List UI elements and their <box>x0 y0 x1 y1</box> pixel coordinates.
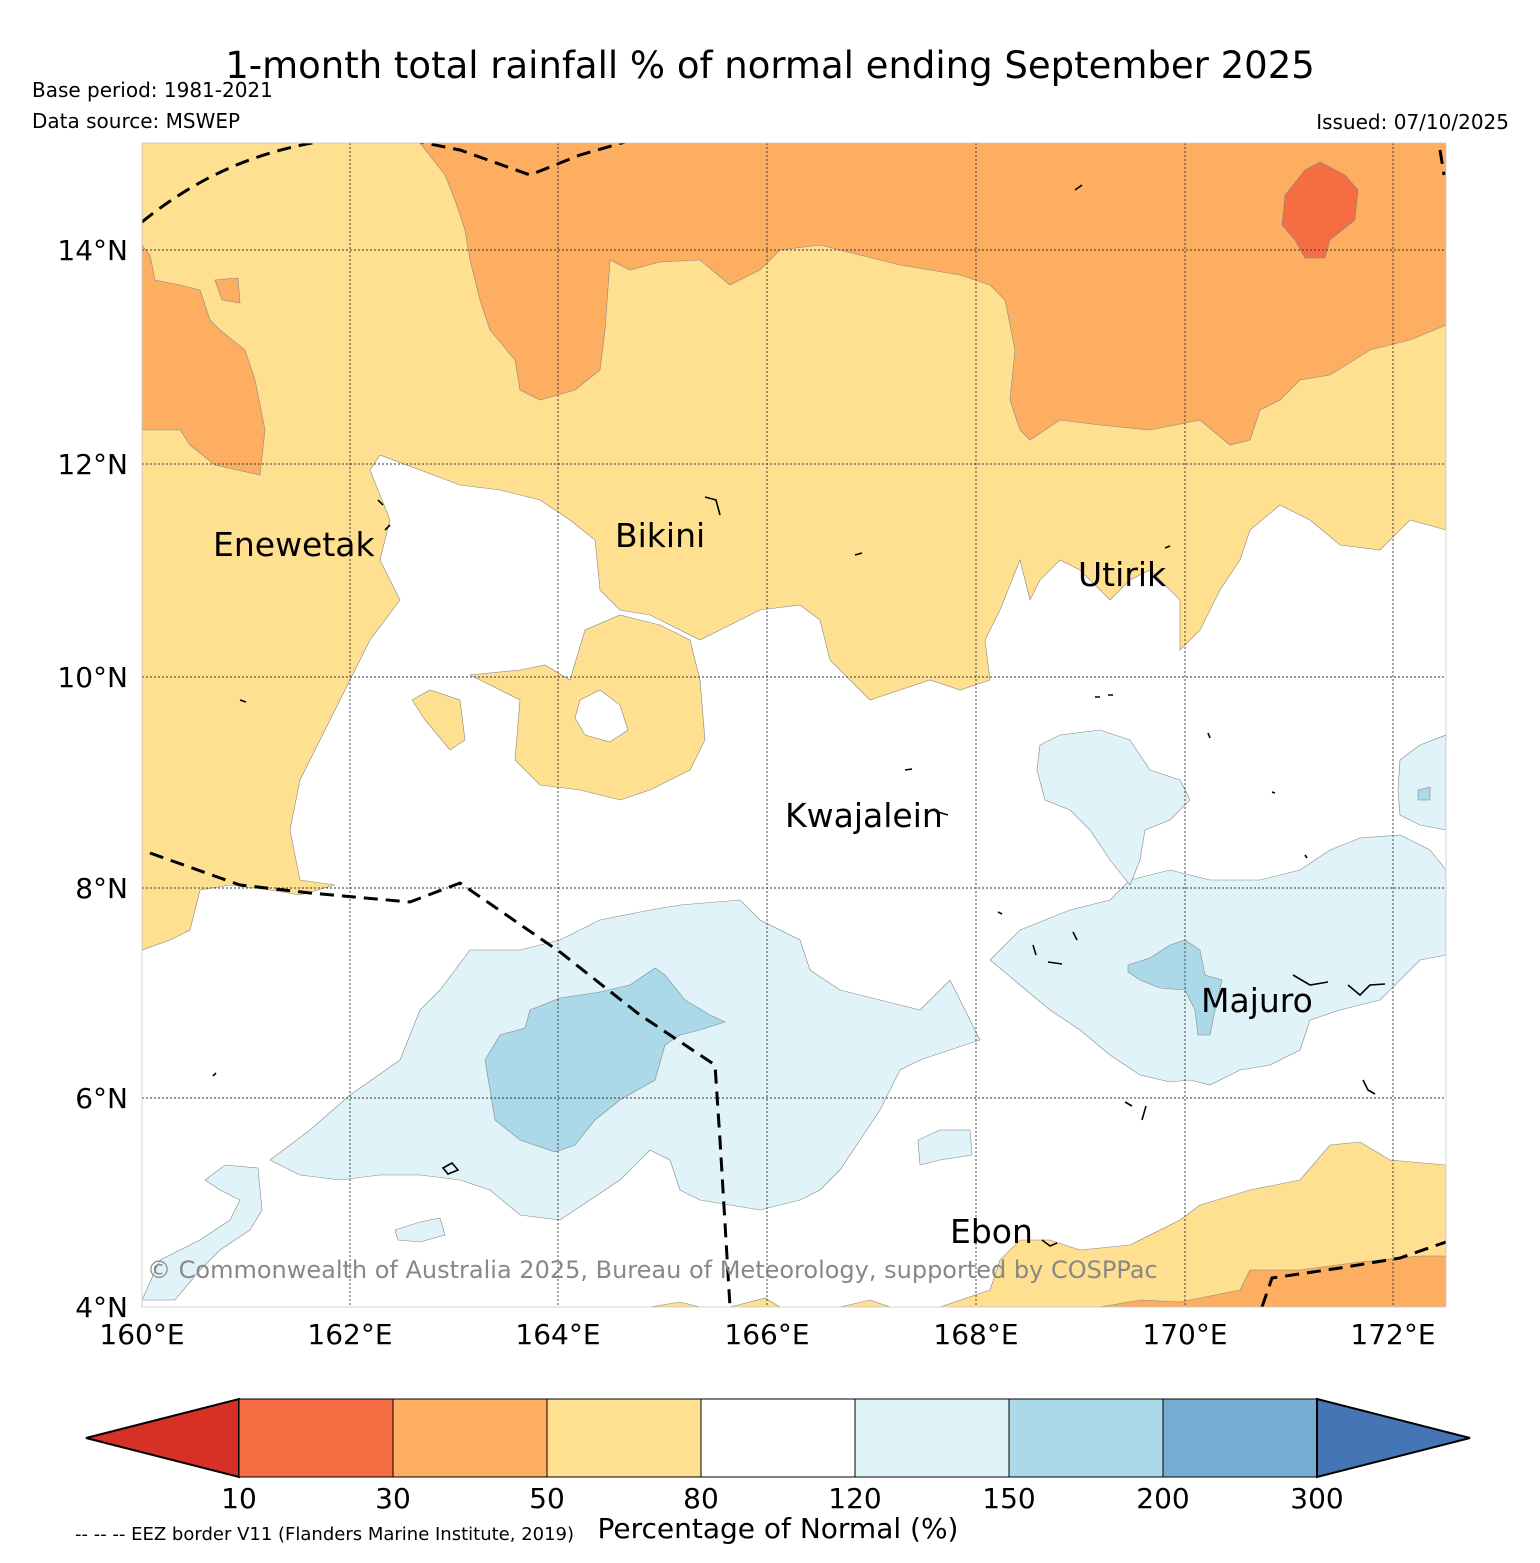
colorbar-swatch-150-200 <box>1008 1398 1164 1478</box>
eez-border-note: -- -- -- EEZ border V11 (Flanders Marine… <box>75 1524 574 1545</box>
lon-tick-166: 166°E <box>724 1318 809 1351</box>
lat-tick-6: 6°N <box>75 1082 128 1115</box>
colorbar-swatch-10-30 <box>238 1398 394 1478</box>
lat-tick-14: 14°N <box>57 234 128 267</box>
place-label-ebon: Ebon <box>950 1212 1033 1251</box>
place-label-utirik: Utirik <box>1078 555 1167 594</box>
copyright-notice: © Commonwealth of Australia 2025, Bureau… <box>147 1256 1158 1284</box>
band-50-80-south-bits <box>649 1297 891 1307</box>
eez-borders <box>142 143 1446 1307</box>
data-source: Data source: MSWEP <box>32 109 240 133</box>
band-120-150-north <box>1036 729 1191 886</box>
band-150-200-east-dot <box>1417 786 1431 801</box>
lon-tick-168: 168°E <box>933 1318 1018 1351</box>
band-30-50-west <box>142 244 266 476</box>
lat-tick-10: 10°N <box>57 661 128 694</box>
colorbar-label-80: 80 <box>683 1482 719 1515</box>
colorbar-swatch-120-150 <box>854 1398 1010 1478</box>
issued-date: Issued: 07/10/2025 <box>1316 110 1509 134</box>
map-area <box>142 143 1446 1307</box>
colorbar-label-50: 50 <box>529 1482 565 1515</box>
band-30-50-islet <box>214 277 241 304</box>
lon-tick-162: 162°E <box>307 1318 392 1351</box>
lon-tick-170: 170°E <box>1142 1318 1227 1351</box>
band-150-200-majuro <box>1127 939 1223 1036</box>
base-period: Base period: 1981-2021 <box>32 78 273 102</box>
lon-tick-164: 164°E <box>515 1318 600 1351</box>
lon-tick-172: 172°E <box>1350 1318 1435 1351</box>
place-label-majuro: Majuro <box>1201 981 1313 1020</box>
map-title: 1-month total rainfall % of normal endin… <box>225 44 1315 87</box>
colorbar-label-120: 120 <box>828 1482 881 1515</box>
place-label-enewetak: Enewetak <box>213 525 376 564</box>
colorbar-title: Percentage of Normal (%) <box>598 1512 959 1545</box>
band-120-150-south-patch <box>394 1129 973 1243</box>
colorbar-label-10: 10 <box>221 1482 257 1515</box>
band-10-30-ne <box>1281 161 1359 259</box>
place-label-kwajalein: Kwajalein <box>785 796 943 835</box>
colorbar-swatch-50-80 <box>546 1398 702 1478</box>
band-30-50-south <box>1099 1255 1446 1307</box>
lat-tick-12: 12°N <box>57 448 128 481</box>
lon-tick-160: 160°E <box>99 1318 184 1351</box>
hole-normal-bikini <box>574 689 629 743</box>
band-50-80-small <box>411 689 466 751</box>
graticule <box>142 143 1446 1307</box>
band-50-80-south <box>939 1141 1446 1307</box>
colorbar-over-arrow <box>1316 1397 1471 1479</box>
band-30-50-north <box>419 143 1446 446</box>
colorbar-swatch-30-50 <box>392 1398 548 1478</box>
atolls <box>212 184 1386 1247</box>
band-120-150-far-east <box>1397 734 1446 831</box>
colorbar-label-200: 200 <box>1136 1482 1189 1515</box>
colorbar: 10 30 50 80 120 150 200 300 Percentage o… <box>85 1397 1471 1545</box>
colorbar-label-30: 30 <box>375 1482 411 1515</box>
colorbar-label-150: 150 <box>982 1482 1035 1515</box>
band-120-150-west <box>142 1164 263 1301</box>
lat-tick-8: 8°N <box>75 872 128 905</box>
place-label-bikini: Bikini <box>615 516 705 555</box>
map-frame <box>141 142 1447 1308</box>
lat-tick-4: 4°N <box>75 1291 128 1324</box>
colorbar-under-arrow <box>85 1397 240 1479</box>
band-150-200-central <box>484 967 726 1153</box>
colorbar-label-300: 300 <box>1290 1482 1343 1515</box>
band-120-150-east <box>989 834 1446 1086</box>
colorbar-swatch-200-300 <box>1162 1398 1318 1478</box>
colorbar-swatch-80-120 <box>700 1398 856 1478</box>
